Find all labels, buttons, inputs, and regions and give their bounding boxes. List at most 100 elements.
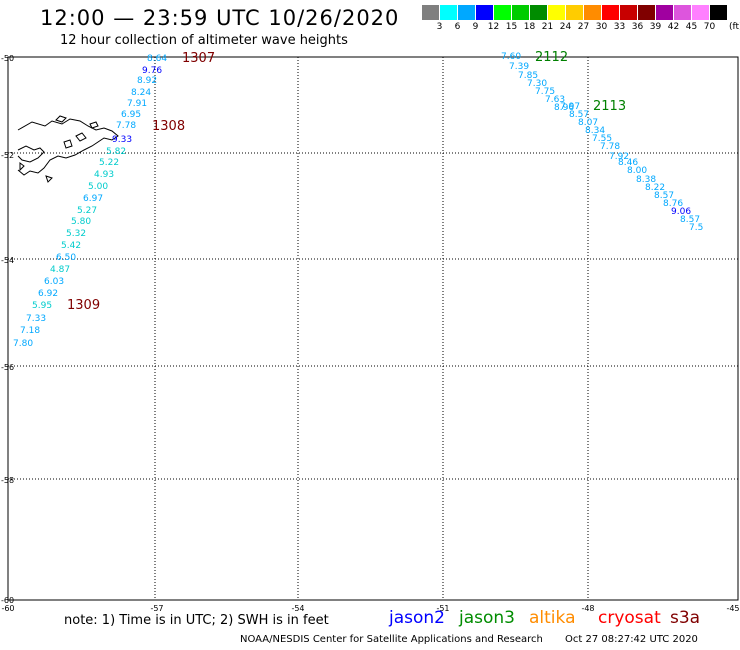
scale-label: 36	[631, 22, 644, 32]
scale-label: 27	[577, 22, 590, 32]
wave-height-reading: 8.96	[554, 103, 574, 113]
track-id-1309: 1309	[67, 298, 100, 313]
timestamp: Oct 27 08:27:42 UTC 2020	[565, 634, 698, 645]
wave-height-reading: 7.60	[501, 52, 521, 62]
scale-label: 24	[559, 22, 572, 32]
scale-swatch	[422, 5, 439, 20]
scale-label: 45	[685, 22, 698, 32]
wave-height-reading: 5.42	[61, 241, 81, 251]
wave-height-reading: 7.18	[20, 326, 40, 336]
wave-height-reading: 8.22	[645, 183, 665, 193]
wave-height-reading: 8.38	[636, 175, 656, 185]
coastline	[55, 115, 67, 123]
track-id-1307: 1307	[182, 51, 215, 66]
lon-label: -57	[150, 604, 163, 613]
wave-height-reading: 7.78	[600, 142, 620, 152]
wave-height-reading: 7.39	[509, 62, 529, 72]
scale-swatch	[476, 5, 493, 20]
wave-height-reading: 4.87	[50, 265, 70, 275]
scale-swatch	[548, 5, 565, 20]
wave-height-reading: 6.95	[121, 110, 141, 120]
scale-label: 12	[487, 22, 500, 32]
scale-swatch	[584, 5, 601, 20]
track-id-1308: 1308	[152, 119, 185, 134]
scale-swatch	[458, 5, 475, 20]
scale-label: 6	[454, 22, 461, 32]
coastline	[19, 162, 25, 172]
scale-label: 70	[703, 22, 716, 32]
wave-height-reading: 8.24	[131, 88, 151, 98]
wave-height-reading: 5.95	[32, 301, 52, 311]
wave-height-reading: 7.78	[116, 121, 136, 131]
map-title: 12:00 — 23:59 UTC 10/26/2020	[40, 6, 400, 30]
wave-height-reading: 7.33	[26, 314, 46, 324]
scale-swatch	[440, 5, 457, 20]
wave-height-reading: 8.57	[569, 110, 589, 120]
lat-label: -52	[1, 151, 14, 160]
coastline	[63, 139, 73, 149]
wave-height-reading: 7.85	[518, 71, 538, 81]
wave-height-reading: 9.06	[671, 207, 691, 217]
footer-note: note: 1) Time is in UTC; 2) SWH is in fe…	[64, 613, 329, 628]
wave-height-reading: 8.64	[147, 54, 167, 64]
wave-height-reading: 7.55	[592, 134, 612, 144]
wave-height-reading: 5.22	[99, 158, 119, 168]
wave-height-reading: 6.92	[38, 289, 58, 299]
scale-swatch	[530, 5, 547, 20]
wave-height-reading: 6.97	[83, 194, 103, 204]
scale-swatch	[620, 5, 637, 20]
wave-height-reading: 7.97	[560, 102, 580, 112]
wave-height-reading: 5.82	[106, 147, 126, 157]
track-id-2113: 2113	[593, 99, 626, 114]
scale-swatch	[494, 5, 511, 20]
lat-label: -50	[1, 54, 14, 63]
wave-height-reading: 8.00	[627, 166, 647, 176]
wave-height-reading: 7.75	[535, 87, 555, 97]
coastline	[89, 121, 99, 129]
wave-height-reading: 7.63	[545, 95, 565, 105]
map-subtitle: 12 hour collection of altimeter wave hei…	[60, 33, 348, 48]
wave-height-reading: 8.92	[137, 76, 157, 86]
scale-label: 39	[649, 22, 662, 32]
satellite-jason3: jason3	[459, 608, 515, 628]
coastline	[17, 145, 45, 163]
scale-swatch	[638, 5, 655, 20]
wave-height-reading: 8.76	[663, 199, 683, 209]
satellite-cryosat: cryosat	[598, 608, 661, 628]
satellite-altika: altika	[529, 608, 576, 628]
scale-label: 18	[523, 22, 536, 32]
wave-height-reading: 5.80	[71, 217, 91, 227]
wave-height-reading: 6.03	[44, 277, 64, 287]
coastline	[45, 175, 53, 183]
scale-label: 15	[505, 22, 518, 32]
lon-label: -51	[436, 604, 449, 613]
scale-unit: (ft)	[729, 22, 740, 32]
wave-height-reading: 7.30	[527, 79, 547, 89]
wave-height-reading: 5.32	[66, 229, 86, 239]
wave-height-reading: 7.80	[13, 339, 33, 349]
scale-label: 33	[613, 22, 626, 32]
scale-swatch	[566, 5, 583, 20]
wave-height-reading: 8.57	[654, 191, 674, 201]
scale-swatch	[674, 5, 691, 20]
wave-height-reading: 9.33	[112, 135, 132, 145]
scale-swatch	[656, 5, 673, 20]
wave-height-reading: 5.00	[88, 182, 108, 192]
wave-height-reading: 7.92	[609, 152, 629, 162]
scale-label: 21	[541, 22, 554, 32]
coastline	[75, 132, 87, 142]
map-frame	[7, 56, 739, 601]
credit-text: NOAA/NESDIS Center for Satellite Applica…	[240, 634, 543, 645]
wave-height-reading: 7.5	[689, 223, 703, 233]
wave-height-reading: 5.27	[77, 206, 97, 216]
lon-label: -48	[581, 604, 594, 613]
wave-height-reading: 9.76	[142, 66, 162, 76]
lat-label: -56	[1, 363, 14, 372]
wave-height-reading: 8.34	[585, 126, 605, 136]
wave-height-reading: 4.93	[94, 170, 114, 180]
satellite-s3a: s3a	[670, 608, 701, 628]
lon-label: -60	[1, 604, 14, 613]
coastline	[17, 118, 119, 176]
satellite-jason2: jason2	[389, 608, 445, 628]
